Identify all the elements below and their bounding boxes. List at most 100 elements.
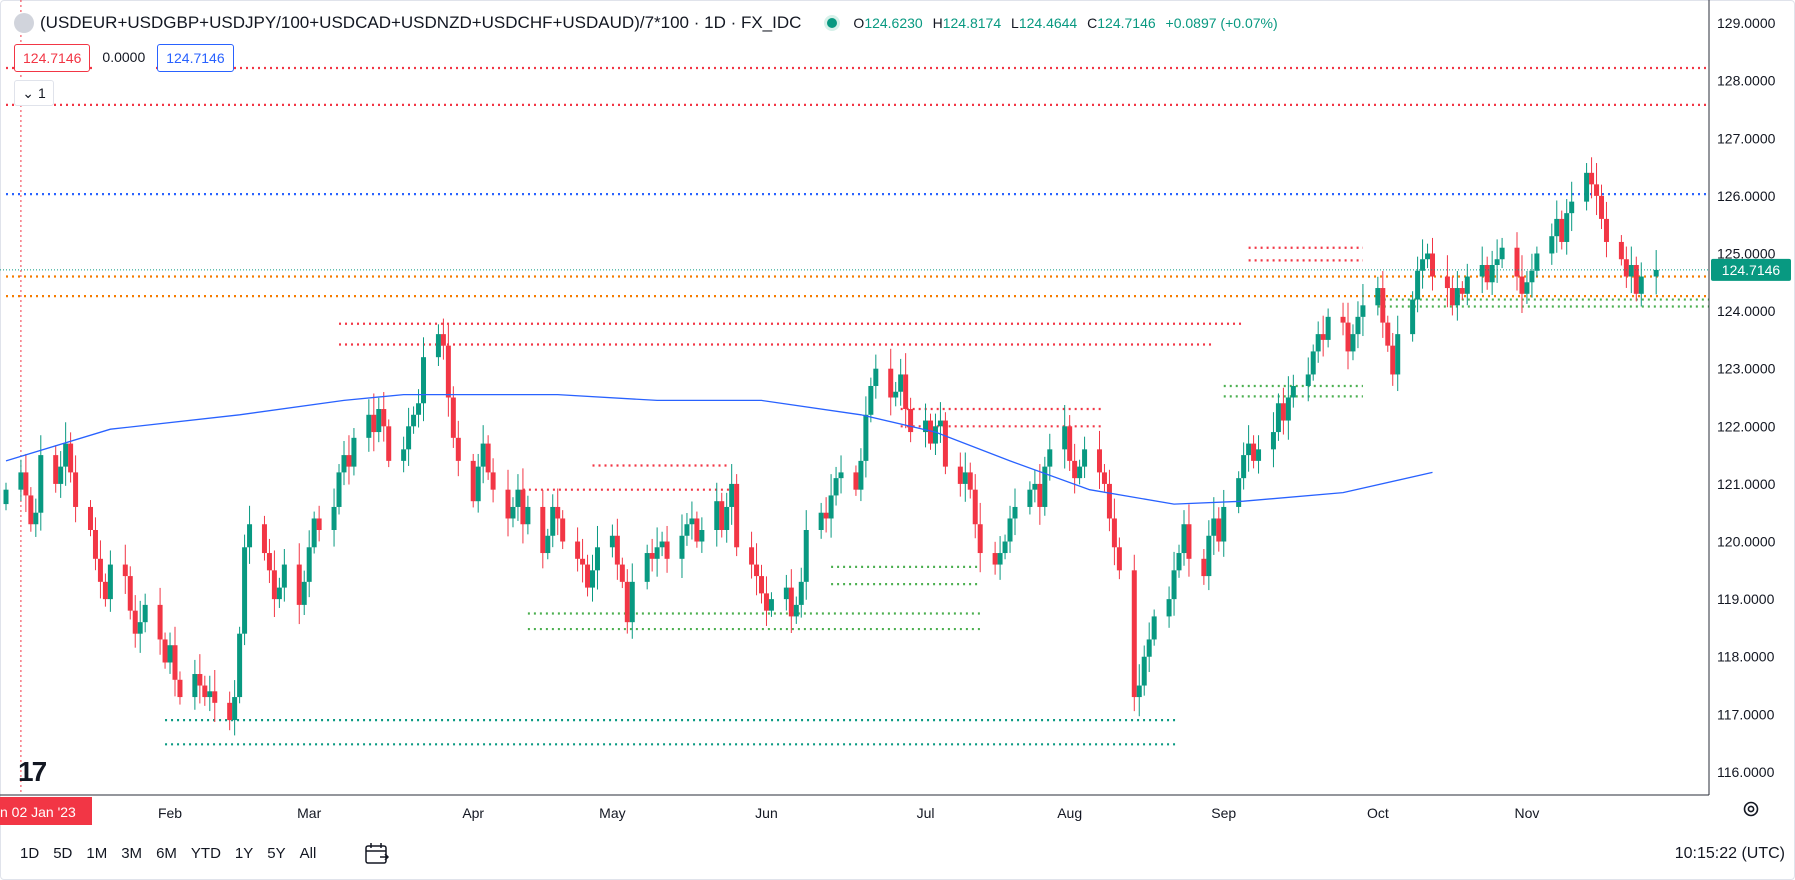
candle-body [336,472,342,507]
candle-body [977,524,983,554]
candle-body [992,553,998,565]
candle-body [1221,506,1227,542]
calendar-goto-icon[interactable] [364,842,390,866]
candle-body [1345,322,1351,352]
candle-body [197,674,203,686]
candle-body [1216,518,1222,542]
range-button-5d[interactable]: 5D [53,845,73,862]
candle-body [1012,506,1018,519]
utc-clock[interactable]: 10:15:22 (UTC) [1674,845,1785,862]
price-tick-label: 116.0000 [1717,764,1775,780]
candle-body [1211,518,1217,536]
candle-body [540,506,546,554]
candle-body [1027,489,1033,507]
candlestick-series [3,157,1659,736]
candle-body [1325,316,1331,340]
candle-body [734,483,740,548]
range-button-5y[interactable]: 5Y [267,845,286,862]
candle-body [1251,443,1257,461]
range-button-ytd[interactable]: YTD [190,845,221,862]
candle-body [868,385,874,415]
candle-body [1096,449,1102,473]
candle-body [585,564,591,588]
market-status-icon[interactable] [827,18,838,28]
candle-body [1395,334,1401,375]
price-tick-label: 120.0000 [1717,534,1776,550]
candle-body [366,414,372,438]
time-tick-label: Jul [917,805,935,821]
candle-body [828,495,834,519]
indicators-toggle[interactable]: ⌄ 1 [14,80,54,106]
candle-body [63,443,69,467]
candle-body [421,357,427,404]
sell-price-badge[interactable]: 124.7146 [14,44,91,72]
range-button-1y[interactable]: 1Y [234,845,254,862]
range-button-6m[interactable]: 6M [156,845,177,862]
candle-body [515,489,521,507]
chart-settings-gear-icon[interactable] [1739,797,1763,821]
candle-body [520,489,526,525]
candle-body [853,472,859,490]
candle-body [590,570,596,588]
candle-body [689,518,695,525]
candle-body [1599,195,1605,219]
candle-body [594,547,600,571]
candle-body [679,535,685,559]
candle-body [3,489,9,505]
candle-body [1594,184,1600,196]
candle-body [1042,466,1048,507]
candle-body [53,455,59,484]
price-tick-label: 124.0000 [1717,303,1776,319]
time-tick-label: Jun [755,805,778,821]
candle-body [1489,265,1495,283]
candle-body [137,622,143,634]
price-axis[interactable]: 129.0000 128.0000 127.0000 126.0000 125.0000… [1717,15,1776,780]
candle-body [719,501,725,530]
candle-body [888,368,894,398]
candle-body [1146,639,1152,657]
candle-body [823,512,829,519]
candle-body [1449,288,1455,306]
tradingview-logo-icon[interactable]: 17 [18,756,47,787]
candle-body [724,506,730,530]
range-button-1d[interactable]: 1D [20,845,40,862]
candle-body [1390,345,1396,375]
range-button-1m[interactable]: 1M [86,845,108,862]
candle-body [1524,282,1530,294]
candle-body [783,587,789,600]
candle-body [266,553,272,571]
candle-body [102,581,108,600]
candle-body [296,564,302,605]
candle-body [1201,558,1207,577]
candle-body [903,374,909,410]
time-axis[interactable]: Feb Mar Apr May Jun Jul Aug Sep Oct Nov [158,805,1539,821]
candle-body [1111,518,1117,548]
candle-body [908,409,914,433]
price-tick-label: 125.0000 [1717,245,1776,261]
horizontal-levels [6,66,1709,746]
range-button-all[interactable]: All [299,845,317,862]
candle-body [1459,288,1465,294]
candle-body [341,455,347,473]
candle-body [510,506,516,519]
time-tick-label: Mar [297,805,321,821]
symbol-title[interactable]: (USDEUR+USDGBP+USDJPY/100+USDCAD+USDNZD+… [40,13,802,32]
time-tick-label: Oct [1367,805,1389,821]
candle-body [575,541,581,559]
candle-body [301,581,307,605]
indicator-count: 1 [37,85,46,101]
candle-body [1514,247,1520,277]
candle-body [942,420,948,467]
candle-body [619,564,625,582]
candle-body [1350,334,1356,352]
price-tick-label: 121.0000 [1717,476,1776,492]
candle-body [967,472,973,490]
candle-body [381,409,387,427]
candle-body [1430,253,1436,277]
candle-body [406,426,412,450]
range-button-3m[interactable]: 3M [121,845,143,862]
candle-body [1564,213,1570,242]
buy-price-badge[interactable]: 124.7146 [157,44,234,72]
time-tick-label: Feb [158,805,182,821]
